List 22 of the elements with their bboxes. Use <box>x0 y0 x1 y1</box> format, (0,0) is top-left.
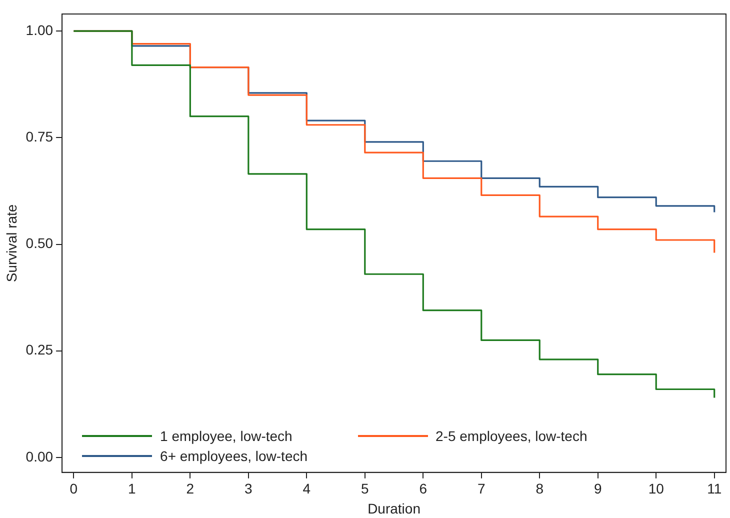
legend-label: 1 employee, low-tech <box>160 428 292 444</box>
y-axis-title: Survival rate <box>3 204 20 282</box>
y-tick-label: 0.50 <box>26 235 54 252</box>
x-tick-label: 2 <box>186 480 194 497</box>
y-tick-label: 0.25 <box>26 342 54 358</box>
y-tick-label: 1.00 <box>26 22 54 38</box>
x-tick-label: 10 <box>648 480 664 497</box>
y-tick-label: 0.75 <box>26 128 54 145</box>
x-tick-label: 1 <box>128 480 136 497</box>
x-tick-label: 8 <box>536 480 544 497</box>
legend-label: 6+ employees, low-tech <box>160 448 308 464</box>
x-axis-title: Duration <box>368 500 420 516</box>
x-tick-label: 4 <box>302 480 311 497</box>
x-tick-label: 9 <box>594 480 602 497</box>
x-tick-label: 7 <box>477 480 486 497</box>
x-tick-label: 0 <box>70 480 78 497</box>
x-tick-label: 11 <box>707 480 722 497</box>
y-tick-label: 0.00 <box>26 448 54 464</box>
x-tick-label: 5 <box>361 480 370 497</box>
x-tick-label: 6 <box>419 480 428 497</box>
x-tick-label: 3 <box>244 480 253 497</box>
legend-label: 2-5 employees, low-tech <box>436 428 588 444</box>
